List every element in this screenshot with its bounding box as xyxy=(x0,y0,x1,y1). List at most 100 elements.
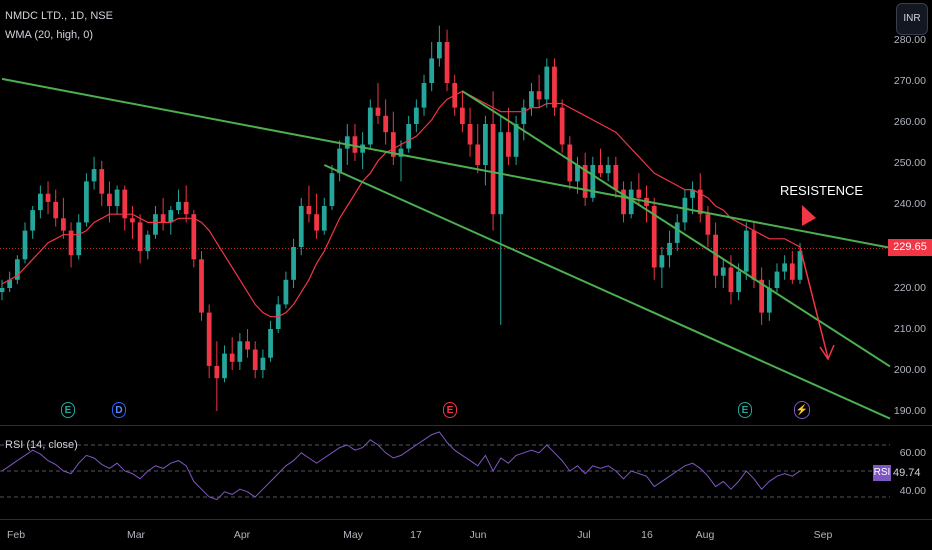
x-tick-label: May xyxy=(343,529,363,541)
candle-body xyxy=(245,341,250,350)
candle-body xyxy=(613,165,619,190)
currency-button[interactable]: INR xyxy=(896,3,928,35)
candle-body xyxy=(429,58,435,83)
candle-body xyxy=(291,247,296,280)
candle-body xyxy=(789,263,795,280)
candle-body xyxy=(367,107,373,145)
candle-body xyxy=(536,91,542,100)
trendline xyxy=(323,164,891,420)
symbol-title: NMDC LTD., 1D, NSE xyxy=(5,10,113,22)
x-tick-label: Mar xyxy=(126,529,146,541)
candle-body xyxy=(651,206,657,268)
candle-body xyxy=(130,218,135,223)
candle-body xyxy=(582,165,588,198)
candle-body xyxy=(674,222,680,243)
candle-body xyxy=(690,189,695,198)
candle-body xyxy=(53,201,59,219)
candle-body xyxy=(107,193,112,206)
candle-body xyxy=(774,271,780,288)
candle-body xyxy=(306,206,312,215)
rsi-indicator-title: RSI (14, close) xyxy=(5,439,78,451)
earnings-icon[interactable]: E xyxy=(738,402,752,418)
candle-body xyxy=(352,136,358,153)
resistance-flag-icon xyxy=(802,205,816,226)
candle-body xyxy=(636,189,642,198)
projection-arrow xyxy=(799,246,829,359)
y-tick-label: 220.00 xyxy=(893,282,926,294)
candle-body xyxy=(743,230,749,272)
candle-body xyxy=(490,124,496,215)
candle-body xyxy=(383,115,389,133)
x-tick-label: Aug xyxy=(695,529,715,541)
candle-body xyxy=(421,83,427,108)
candle-body xyxy=(628,189,634,215)
rsi-current-value: 49.74 xyxy=(893,467,921,479)
rsi-tick-label: 60.00 xyxy=(899,447,926,459)
y-tick-label: 190.00 xyxy=(893,405,926,417)
candle-body xyxy=(575,165,580,182)
dividend-icon[interactable]: D xyxy=(112,402,126,418)
candle-body xyxy=(45,193,51,202)
candle-body xyxy=(22,230,28,260)
y-tick-label: 250.00 xyxy=(893,157,926,169)
split-icon[interactable]: ⚡ xyxy=(794,401,810,419)
trendline xyxy=(1,77,891,249)
candle-body xyxy=(467,124,473,145)
candle-body xyxy=(444,42,450,83)
candle-body xyxy=(153,214,158,235)
candle-body xyxy=(137,222,143,252)
candle-body xyxy=(552,66,557,108)
resistance-annotation: RESISTENCE xyxy=(780,183,864,198)
y-tick-label: 210.00 xyxy=(893,323,926,335)
earnings-icon[interactable]: E xyxy=(61,402,75,418)
candle-body xyxy=(260,357,266,370)
candle-body xyxy=(99,169,105,194)
candle-body xyxy=(337,148,342,174)
candle-body xyxy=(529,91,534,108)
candle-body xyxy=(544,66,550,100)
candle-body xyxy=(268,329,273,358)
candle-body xyxy=(460,107,465,124)
candle-body xyxy=(145,234,151,252)
candle-body xyxy=(521,107,527,124)
candle-body xyxy=(206,312,212,366)
candle-body xyxy=(736,271,741,293)
candle-body xyxy=(720,267,726,276)
candle-body xyxy=(199,259,204,313)
candle-body xyxy=(605,165,611,174)
candle-body xyxy=(329,173,335,206)
candle-body xyxy=(168,210,174,223)
projection-arrowhead xyxy=(819,344,835,361)
candle-body xyxy=(283,279,289,305)
current-price-badge: 229.65 xyxy=(888,239,932,256)
candle-body xyxy=(375,107,381,116)
candle-body xyxy=(7,279,13,288)
wma-indicator-title: WMA (20, high, 0) xyxy=(5,29,94,41)
candle-body xyxy=(252,349,258,370)
candle-body xyxy=(68,230,74,256)
candle-body xyxy=(413,107,419,124)
x-tick-label: Apr xyxy=(233,529,251,541)
candle-body xyxy=(697,189,703,215)
candle-body xyxy=(559,107,565,145)
candle-body xyxy=(406,124,412,149)
candle-body xyxy=(390,132,396,157)
candle-body xyxy=(436,42,442,59)
candle-body xyxy=(14,259,20,280)
candle-body xyxy=(590,165,596,198)
x-tick-label: 17 xyxy=(410,529,422,541)
candle-body xyxy=(567,144,573,182)
candle-body xyxy=(0,288,5,293)
y-tick-label: 240.00 xyxy=(893,198,926,210)
candle-body xyxy=(229,353,235,362)
candle-body xyxy=(751,230,757,280)
candle-body xyxy=(659,255,665,268)
y-tick-label: 200.00 xyxy=(893,364,926,376)
candle-body xyxy=(797,251,803,280)
candle-body xyxy=(513,124,519,157)
candle-body xyxy=(598,165,603,174)
earnings-icon[interactable]: E xyxy=(443,402,457,418)
candle-body xyxy=(475,144,481,165)
rsi-tag: RSI xyxy=(873,465,891,481)
